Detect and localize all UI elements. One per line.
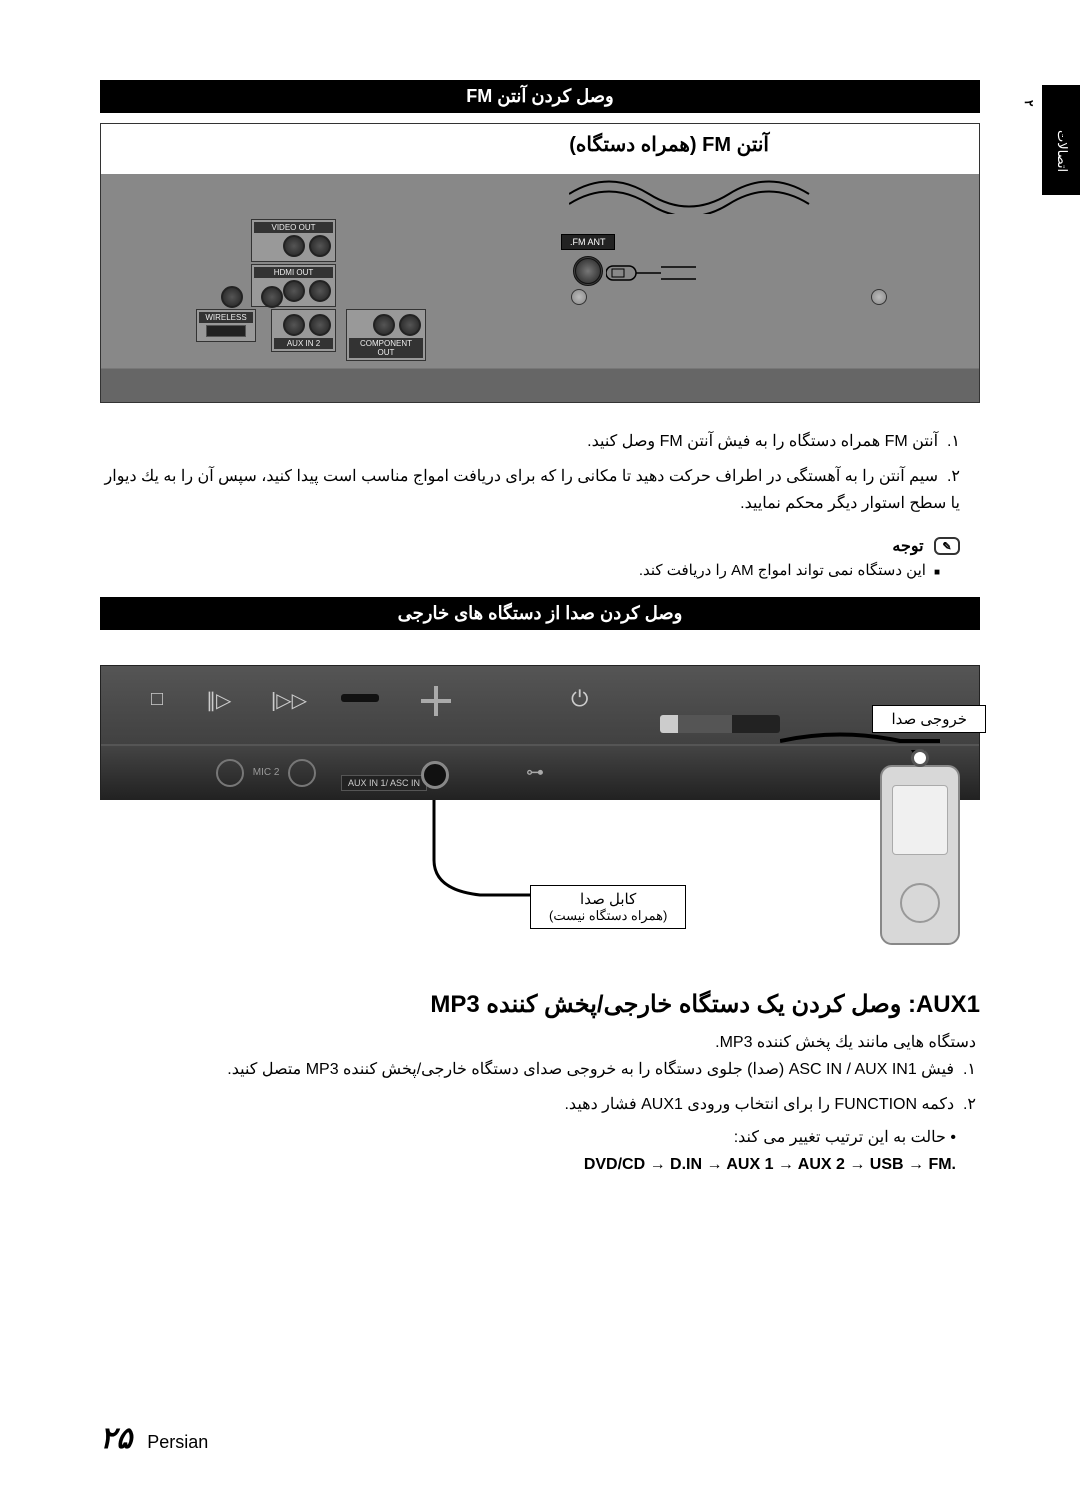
slot-icon <box>341 694 379 702</box>
fm-step-1: ۱. آنتن FM همراه دستگاه را به فیش آنتن F… <box>100 428 960 455</box>
aux1-intro: دستگاه هایی مانند یك پخش كننده MP3. <box>100 1029 980 1056</box>
power-icon: ⏻ <box>571 686 588 712</box>
fm-step-2: ۲. سیم آنتن را به آهستگی در اطراف حركت د… <box>100 463 960 517</box>
section-header-fm: وصل كردن آنتن FM <box>100 80 980 113</box>
skip-icon: ▷▷| <box>271 688 307 713</box>
aux-in-jack <box>421 761 449 789</box>
port-component-label: COMPONENT OUT <box>349 338 423 358</box>
port-wireless-label: WIRELESS <box>199 312 253 323</box>
usb-icon: ⊷ <box>526 762 544 783</box>
note-icon: ✎ <box>934 537 960 555</box>
aux1-step-1: ۱. فیش ASC IN / AUX IN1 (صدا) جلوی دستگا… <box>100 1056 976 1083</box>
section-header-ext-audio: وصل كردن صدا از دستگاه های خارجی <box>100 597 980 630</box>
aux1-steps: ۱. فیش ASC IN / AUX IN1 (صدا) جلوی دستگا… <box>100 1056 980 1179</box>
port-video-out-label: VIDEO OUT <box>254 222 333 233</box>
direction-pad-icon <box>421 686 451 716</box>
audio-out-callout: خروجی صدا <box>872 705 986 733</box>
section-label: اتصالات <box>1055 130 1070 172</box>
mic-jack: MIC 2 <box>216 759 316 787</box>
mp3-player-icon <box>880 765 960 945</box>
note-body: ■این دستگاه نمی تواند امواج AM را دریافت… <box>100 556 980 597</box>
antenna-caption: آنتن FM (همراه دستگاه) <box>569 132 769 157</box>
page-footer: ۲۵ Persian <box>100 1421 980 1456</box>
fm-steps: ۱. آنتن FM همراه دستگاه را به فیش آنتن F… <box>100 428 980 518</box>
port-hdmi-label: HDMI OUT <box>254 267 333 278</box>
note-header: ✎ توجه <box>100 536 980 556</box>
stop-icon: □ <box>151 688 163 711</box>
antenna-wire-icon <box>569 164 829 214</box>
figure-aux-mp3: □ ▷∥ ▷▷| ⏻ MIC 2 AUX IN 1/ ASC IN ⊷ <box>100 645 980 965</box>
aux1-step-2: ۲. دكمه FUNCTION را برای انتخاب ورودی AU… <box>100 1091 976 1179</box>
aux-in-label: AUX IN 1/ ASC IN <box>341 775 427 791</box>
audio-plug-icon <box>660 715 780 733</box>
figure-fm-antenna: آنتن FM (همراه دستگاه) VIDEO OUT HDMI OU… <box>100 123 980 403</box>
cable-callout: كابل صدا (همراه دستگاه نیست) <box>530 885 686 929</box>
port-auxin2-label: AUX IN 2 <box>274 338 333 349</box>
aux1-heading: AUX1: وصل كردن یک دستگاه خارجی/پخش کننده… <box>100 985 980 1029</box>
section-number: ۲ <box>1022 100 1036 106</box>
fm-plug-icon <box>606 262 696 284</box>
play-pause-icon: ▷∥ <box>206 688 231 713</box>
